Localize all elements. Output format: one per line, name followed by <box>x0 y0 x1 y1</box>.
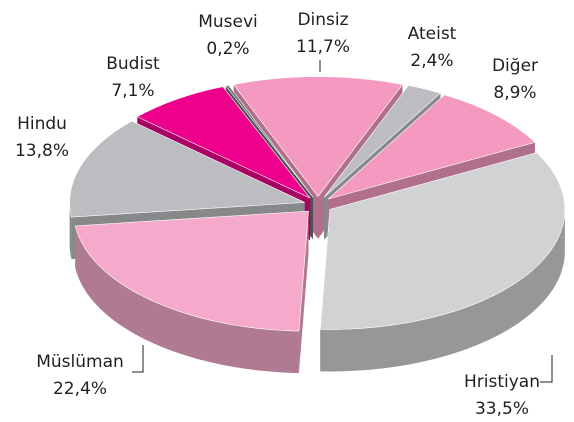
slice-side <box>69 202 72 260</box>
slice-value-label: 0,2% <box>206 39 249 59</box>
slice-label: Diğer <box>492 56 538 76</box>
slice-label: Hristiyan <box>464 372 540 392</box>
slice-side <box>75 225 299 374</box>
slice-label: Musevi <box>198 12 258 32</box>
slice-value-label: 11,7% <box>296 37 350 57</box>
slice <box>69 120 305 218</box>
slice <box>327 94 536 200</box>
slice <box>233 76 403 198</box>
slice-value-label: 33,5% <box>475 399 529 419</box>
slice-value-label: 8,9% <box>493 83 536 103</box>
slice-label: Hindu <box>17 114 67 134</box>
slice <box>136 86 311 199</box>
slice <box>225 84 314 198</box>
slice <box>74 210 309 332</box>
slice <box>323 85 442 198</box>
slice-label: Dinsiz <box>297 10 348 30</box>
slice-value-label: 2,4% <box>410 51 453 71</box>
slice-value-label: 13,8% <box>15 141 69 161</box>
slice-value-label: 22,4% <box>53 379 107 399</box>
slice-label: Budist <box>106 54 160 74</box>
slice-label: Ateist <box>408 24 457 44</box>
leader-line <box>540 355 553 383</box>
slice <box>319 152 566 330</box>
slice-label: Müslüman <box>36 352 124 372</box>
slice-value-label: 7,1% <box>111 81 154 101</box>
leader-line <box>132 345 144 373</box>
slice-side <box>320 209 565 372</box>
